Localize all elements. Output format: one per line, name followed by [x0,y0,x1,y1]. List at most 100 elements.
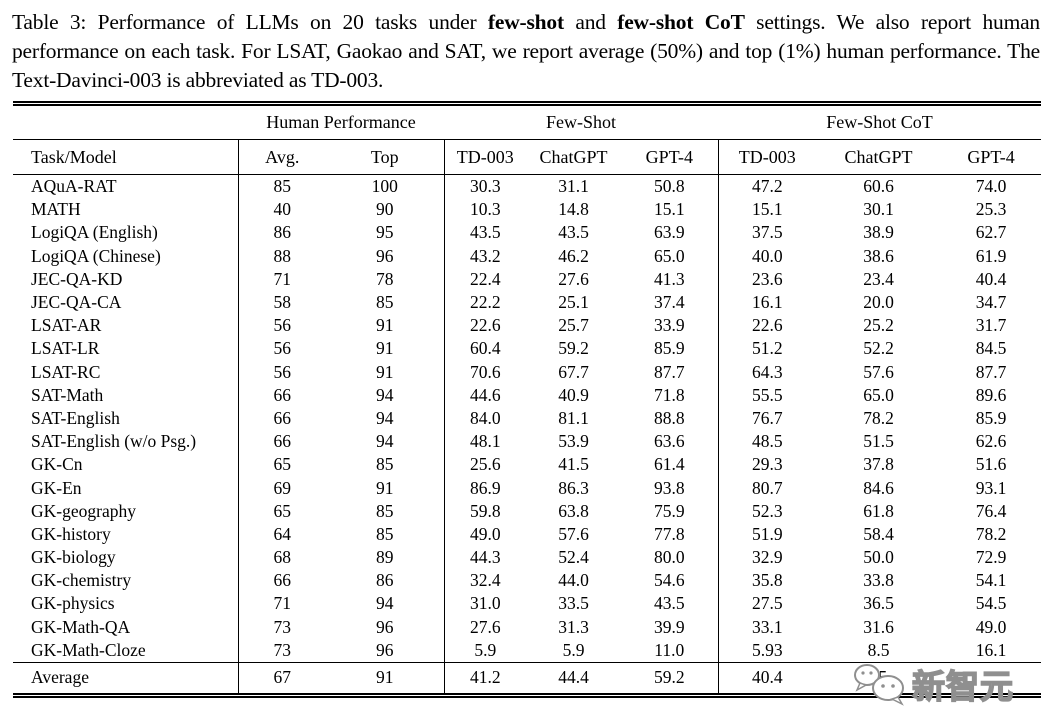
value-cell: 91 [376,361,394,382]
average-value-cell [941,661,1042,696]
value-cell: 40.0 [717,244,817,268]
group-header-human-performance: Human Performance [238,103,445,140]
task-cell: GK-Math-Cloze [31,639,146,660]
value-cell: 40.4 [975,268,1007,289]
value-cell: 51.2 [717,337,817,361]
value-cell: 14.8 [558,199,589,220]
value-cell: 64 [237,522,326,546]
value-cell: 100 [371,176,398,197]
average-value-cell: 59.2 [621,661,719,696]
task-cell: GK-geography [31,500,136,521]
value-cell: 22.6 [443,314,527,338]
value-cell: 63.9 [653,222,685,243]
value-cell: 33.1 [717,615,817,639]
caption-text: and [563,10,618,34]
value-cell: 61.4 [653,454,685,475]
value-cell: 57.6 [863,361,894,382]
value-cell: 10.3 [443,198,527,222]
value-cell: 64.3 [717,360,817,384]
value-cell: 25.3 [975,199,1007,220]
value-cell: 62.6 [975,431,1007,452]
average-value-cell: 44.4 [526,661,622,696]
value-cell: 22.6 [717,314,817,338]
value-cell: 62.7 [975,222,1007,243]
value-cell: 31.0 [443,592,527,616]
value-cell: 66 [237,406,326,431]
column-header-task-model: Task/Model [13,139,238,175]
value-cell: 94 [376,431,394,452]
value-cell: 46.2 [558,245,589,266]
table-row: LogiQA (English) 86 95 43.5 43.5 63.9 37.5 38.9… [13,221,1041,245]
caption-bold-few-shot: few-shot [487,10,564,34]
value-cell: 54.6 [653,570,685,591]
value-cell: 78.2 [863,407,894,428]
value-cell: 34.7 [975,292,1007,313]
value-cell: 80.7 [717,476,817,500]
value-cell: 60.4 [443,337,527,361]
group-header-few-shot: Few-Shot [444,103,719,140]
task-cell: SAT-English [31,407,120,428]
value-cell: 54.1 [975,570,1007,591]
average-row: Average 67 91 41.2 44.4 59.2 40.4 45 [13,661,1042,696]
task-cell: LSAT-LR [31,338,100,359]
value-cell: 86.9 [443,476,527,500]
value-cell: 44.6 [443,383,527,407]
value-cell: 37.4 [653,292,685,313]
value-cell: 78 [376,268,394,289]
task-cell: AQuA-RAT [31,176,117,197]
task-cell: LogiQA (Chinese) [31,245,161,266]
value-cell: 44.0 [558,570,589,591]
value-cell: 66 [237,383,326,407]
average-value-cell: 41.2 [443,661,527,696]
value-cell: 33.9 [653,315,685,336]
value-cell: 56 [237,337,326,361]
value-cell: 91 [376,315,394,336]
task-cell: GK-chemistry [31,570,132,591]
value-cell: 16.1 [975,639,1007,660]
value-cell: 44.3 [443,546,527,570]
value-cell: 52.3 [717,499,817,523]
table-caption: Table 3: Performance of LLMs on 20 tasks… [12,8,1040,95]
value-cell: 76.7 [717,406,817,431]
table-row: LogiQA (Chinese) 88 96 43.2 46.2 65.0 40.0 38.6… [13,244,1041,268]
value-cell: 90 [376,199,394,220]
task-cell: LogiQA (English) [31,222,158,243]
value-cell: 85.9 [653,338,685,359]
value-cell: 35.8 [717,569,817,593]
value-cell: 58 [237,290,326,315]
value-cell: 49.0 [443,522,527,546]
value-cell: 51.5 [863,431,894,452]
value-cell: 50.0 [863,547,894,568]
value-cell: 70.6 [443,360,527,384]
value-cell: 96 [376,639,394,660]
value-cell: 36.5 [863,593,894,614]
value-cell: 93.8 [653,477,685,498]
value-cell: 68 [237,546,326,570]
table-row: GK-physics 71 94 31.0 33.5 43.5 27.5 36.5 54.5 [13,592,1041,616]
value-cell: 94 [376,593,394,614]
value-cell: 51.9 [717,522,817,546]
value-cell: 56 [237,360,326,384]
value-cell: 31.7 [975,315,1007,336]
value-cell: 84.0 [443,406,527,431]
value-cell: 86 [237,221,326,245]
value-cell: 43.5 [653,593,685,614]
value-cell: 25.7 [558,315,589,336]
task-cell: JEC-QA-CA [31,292,122,313]
results-table: Human Performance Few-Shot Few-Shot CoT Ta… [13,101,1042,698]
caption-bold-few-shot-cot: few-shot CoT [617,10,745,34]
value-cell: 50.8 [653,176,685,197]
value-cell: 88.8 [653,407,685,428]
value-cell: 54.5 [975,593,1007,614]
table-row: LSAT-LR 56 91 60.4 59.2 85.9 51.2 52.2 84.5 [13,337,1041,361]
value-cell: 30.3 [443,174,527,199]
value-cell: 73 [237,615,326,639]
value-cell: 49.0 [975,616,1007,637]
value-cell: 43.2 [443,244,527,268]
value-cell: 40 [237,198,326,222]
table-row: GK-Math-Cloze 73 96 5.9 5.9 11.0 5.93 8.5 16.1 [13,638,1041,663]
value-cell: 72.9 [975,547,1007,568]
table-row: GK-chemistry 66 86 32.4 44.0 54.6 35.8 33.8 54.1 [13,569,1041,593]
table-row: GK-geography 65 85 59.8 63.8 75.9 52.3 61.8 76.4 [13,499,1041,523]
value-cell: 53.9 [558,431,589,452]
